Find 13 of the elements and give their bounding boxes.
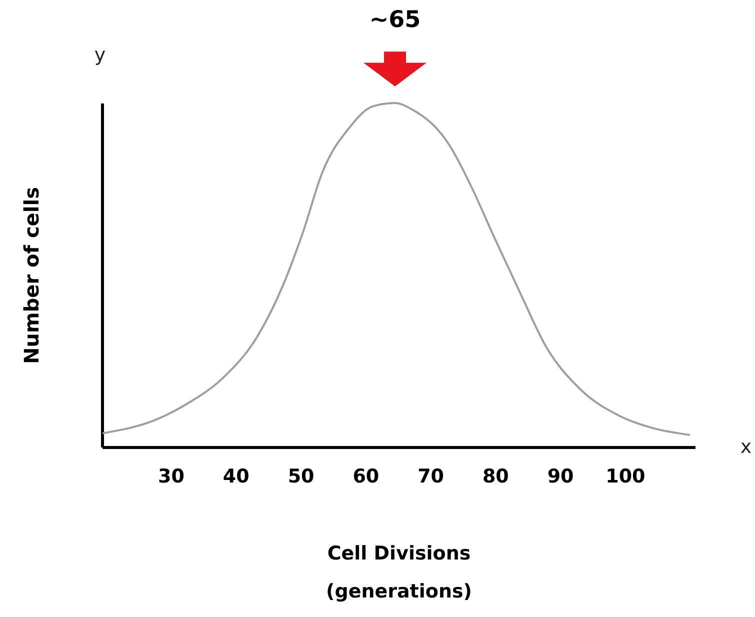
x-tick-label: 90 — [547, 466, 574, 488]
x-tick-label: 30 — [158, 466, 184, 488]
x-tick-label: 40 — [222, 466, 250, 488]
text: y — [94, 44, 106, 66]
x-axis-title: Cell Divisions (generations) — [326, 542, 472, 602]
x-tick-label: 60 — [352, 466, 380, 488]
text: ~65 — [369, 7, 421, 33]
text: x — [740, 436, 752, 458]
x-tick-label: 70 — [418, 466, 444, 488]
x-tick-label: 80 — [482, 466, 509, 488]
x-tick-label: 100 — [606, 466, 646, 488]
x-tick-label: 50 — [288, 466, 314, 488]
y-axis-title: Number of cells — [20, 187, 44, 364]
